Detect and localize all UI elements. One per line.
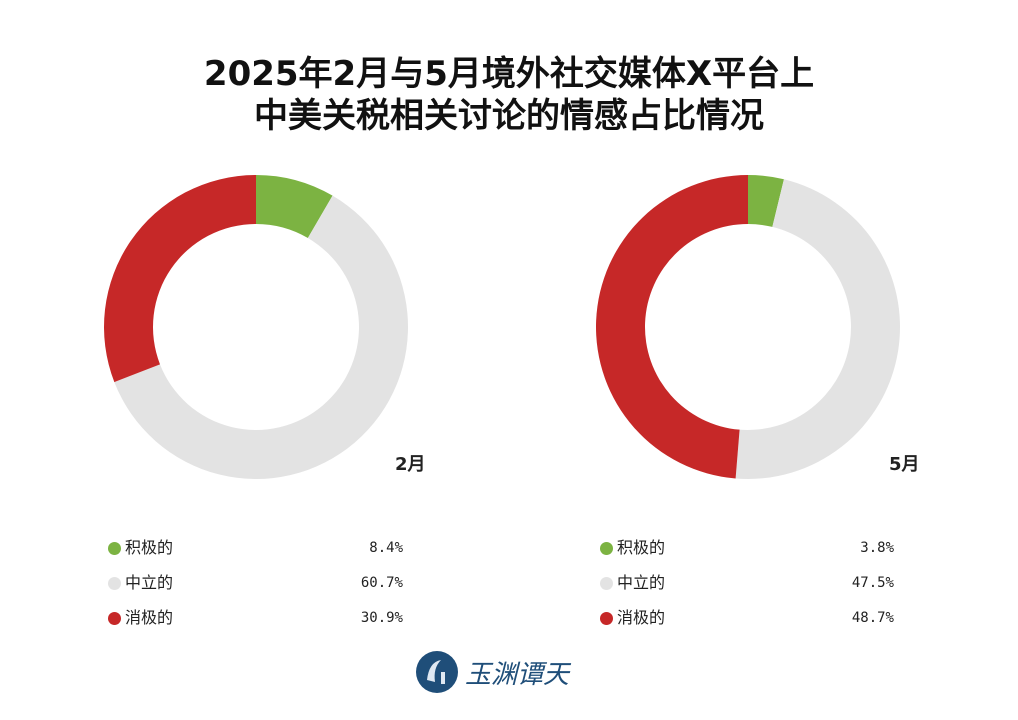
legend-label: 积极的 <box>125 538 174 557</box>
legend-value: 47.5% <box>851 575 894 591</box>
logo-emblem-icon <box>416 651 458 693</box>
legend-value: 8.4% <box>369 540 403 556</box>
legend-item: 中立的 47.5% <box>600 573 894 593</box>
legend-label: 中立的 <box>125 573 174 592</box>
donut-slice-0-1 <box>114 195 408 479</box>
legend-value: 30.9% <box>360 610 403 626</box>
donut-slice-1-2 <box>595 175 748 479</box>
legend-value: 3.8% <box>860 540 894 556</box>
legend-label: 消极的 <box>617 608 666 627</box>
legend-item: 中立的 60.7% <box>108 573 403 593</box>
donut-slice-1-1 <box>735 179 901 480</box>
chart-label-feb: 2月 <box>395 454 426 475</box>
chart-title-line1: 2025年2月与5月境外社交媒体X平台上 <box>203 54 815 94</box>
legend-value: 48.7% <box>851 610 894 626</box>
donut-slice-0-2 <box>103 175 256 383</box>
legend-label: 中立的 <box>617 573 666 592</box>
legend-item: 消极的 48.7% <box>600 608 894 628</box>
legend-value: 60.7% <box>360 575 403 591</box>
chart-label-may: 5月 <box>889 454 920 475</box>
logo: 玉渊谭天 <box>415 650 569 694</box>
logo-text: 玉渊谭天 <box>465 659 570 690</box>
chart-title-line2: 中美关税相关讨论的情感占比情况 <box>254 96 764 136</box>
donut-slice-0-0 <box>256 175 333 239</box>
legend-item: 积极的 8.4% <box>108 538 403 558</box>
legend-item: 消极的 30.9% <box>108 608 403 628</box>
legend-item: 积极的 3.8% <box>600 538 894 558</box>
legend-dot-icon <box>600 542 613 555</box>
legend-dot-icon <box>600 612 613 625</box>
donut-slice-1-0 <box>748 175 784 227</box>
legend-dot-icon <box>108 542 121 555</box>
legend-dot-icon <box>108 612 121 625</box>
legend-dot-icon <box>600 577 613 590</box>
legend-label: 消极的 <box>125 608 174 627</box>
legend-label: 积极的 <box>617 538 666 557</box>
legend-dot-icon <box>108 577 121 590</box>
